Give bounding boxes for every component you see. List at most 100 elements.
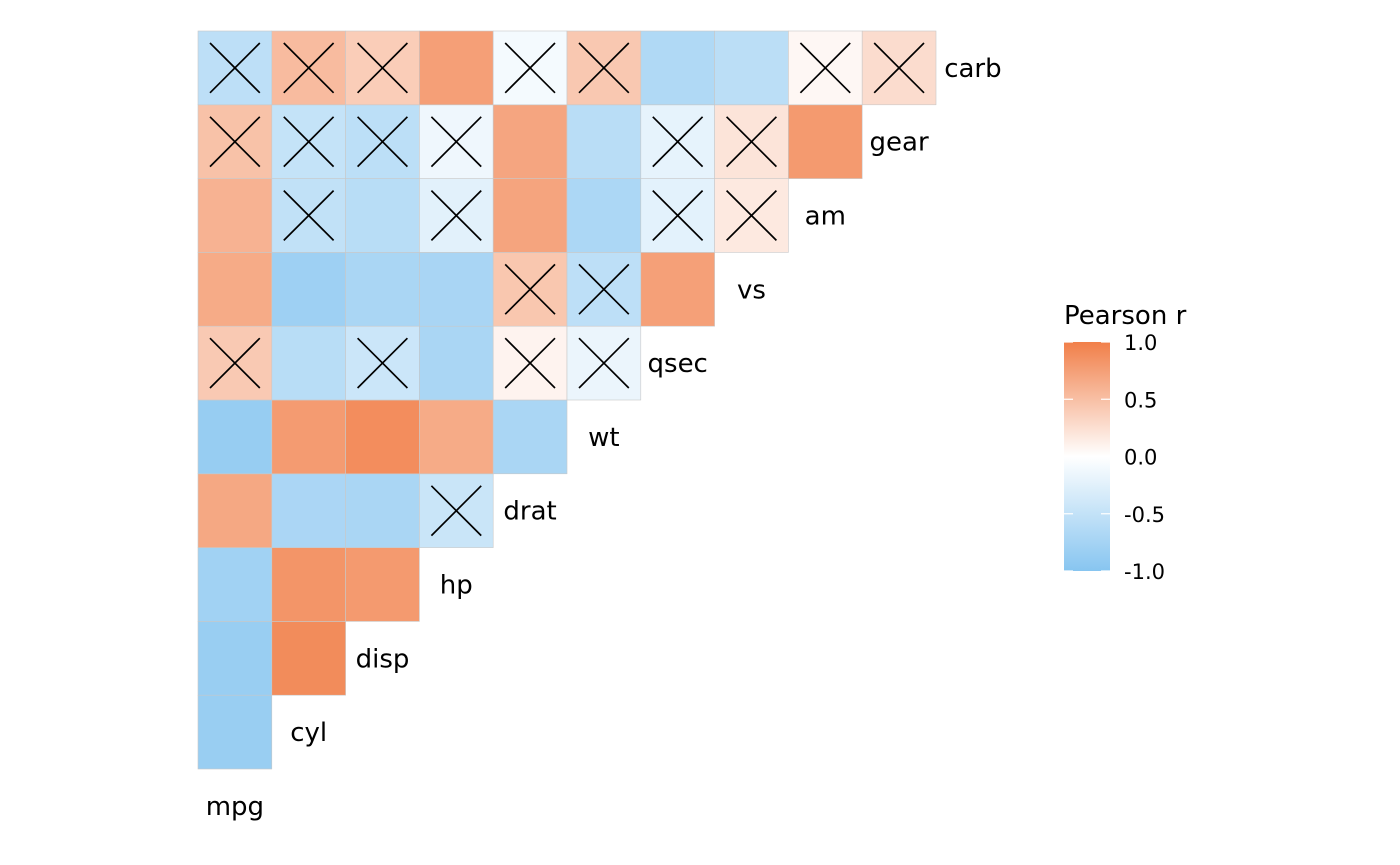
variable-label-qsec: qsec xyxy=(648,349,708,379)
heatmap-cell-wt-carb xyxy=(566,30,642,106)
nonsignificant-cross-line xyxy=(356,116,409,168)
heatmap-cell-rect xyxy=(419,325,494,401)
heatmap-cell-qsec-gear xyxy=(640,104,715,179)
heatmap-cell-qsec-vs xyxy=(640,252,715,327)
heatmap-cell-rect xyxy=(345,473,420,548)
heatmap-cell-rect xyxy=(714,30,789,106)
heatmap-cell-rect xyxy=(345,252,420,327)
heatmap-cell-rect xyxy=(566,178,642,253)
heatmap-cell-rect xyxy=(271,325,346,401)
heatmap-cell-rect xyxy=(271,399,346,475)
nonsignificant-cross-line xyxy=(578,42,630,94)
nonsignificant-cross-line xyxy=(504,337,556,389)
heatmap-cell-rect xyxy=(345,178,420,253)
heatmap-cell-drat-am xyxy=(492,178,568,253)
heatmap-cell-cyl-disp xyxy=(271,621,346,696)
heatmap-cell-hp-gear xyxy=(419,104,494,179)
nonsignificant-cross-line xyxy=(283,189,335,242)
heatmap-cell-wt-vs xyxy=(566,252,642,327)
heatmap-cell-hp-am xyxy=(419,178,494,253)
heatmap-cell-rect xyxy=(197,178,273,253)
variable-labels: mpg cyl disp hp drat wt qsec vs am gear carb xyxy=(206,54,1002,822)
heatmap-cell-disp-qsec xyxy=(345,325,420,401)
heatmap-cell-drat-qsec xyxy=(492,325,568,401)
nonsignificant-cross-line xyxy=(430,189,482,242)
heatmap-cell-drat-carb xyxy=(492,30,568,106)
heatmap-cells xyxy=(197,30,937,770)
heatmap-cell-rect xyxy=(197,621,273,696)
nonsignificant-cross-line xyxy=(578,337,630,389)
legend-tick-label: -1.0 xyxy=(1124,560,1165,584)
heatmap-cell-qsec-am xyxy=(640,178,715,253)
heatmap-cell-rect xyxy=(492,399,568,475)
heatmap-cell-mpg-gear xyxy=(197,104,273,179)
heatmap-cell-rect xyxy=(271,252,346,327)
heatmap-cell-disp-gear xyxy=(345,104,420,179)
nonsignificant-cross-line xyxy=(430,485,482,537)
nonsignificant-cross-line xyxy=(283,42,335,94)
heatmap-cell-cyl-hp xyxy=(271,547,346,622)
heatmap-cell-rect xyxy=(566,104,642,179)
heatmap-cell-wt-qsec xyxy=(566,325,642,401)
nonsignificant-cross-line xyxy=(578,263,630,315)
heatmap-cell-am-carb xyxy=(788,30,863,106)
heatmap-cell-rect xyxy=(419,399,494,475)
heatmap-cell-mpg-carb xyxy=(197,30,273,106)
heatmap-cell-vs-carb xyxy=(714,30,789,106)
heatmap-cell-hp-qsec xyxy=(419,325,494,401)
legend-title: Pearson r xyxy=(1064,301,1187,331)
nonsignificant-cross-line xyxy=(504,263,556,315)
nonsignificant-cross-line xyxy=(725,116,778,168)
variable-label-gear: gear xyxy=(870,128,929,158)
heatmap-cell-drat-gear xyxy=(492,104,568,179)
nonsignificant-cross-line xyxy=(652,116,704,168)
heatmap-cell-hp-carb xyxy=(419,30,494,106)
heatmap-cell-disp-vs xyxy=(345,252,420,327)
heatmap-cell-disp-am xyxy=(345,178,420,253)
legend: Pearson r 1.0 0.5 0.0 -0.5 -1.0 xyxy=(1064,301,1187,584)
heatmap-cell-cyl-qsec xyxy=(271,325,346,401)
nonsignificant-cross-line xyxy=(504,42,556,94)
nonsignificant-cross-line xyxy=(725,189,778,242)
heatmap-cell-disp-hp xyxy=(345,547,420,622)
heatmap-cell-rect xyxy=(197,252,273,327)
heatmap-cell-am-gear xyxy=(788,104,863,179)
heatmap-cell-cyl-vs xyxy=(271,252,346,327)
heatmap-cell-rect xyxy=(640,30,715,106)
heatmap-cell-rect xyxy=(197,399,273,475)
variable-label-mpg: mpg xyxy=(206,792,264,822)
variable-label-cyl: cyl xyxy=(290,718,327,748)
variable-label-wt: wt xyxy=(588,423,619,453)
variable-label-hp: hp xyxy=(440,571,473,601)
heatmap-cell-cyl-gear xyxy=(271,104,346,179)
heatmap-cell-mpg-hp xyxy=(197,547,273,622)
heatmap-cell-drat-wt xyxy=(492,399,568,475)
nonsignificant-cross-line xyxy=(356,337,409,389)
heatmap-cell-rect xyxy=(197,694,273,770)
heatmap-cell-rect xyxy=(419,30,494,106)
heatmap-cell-rect xyxy=(788,104,863,179)
legend-tick-label: 0.0 xyxy=(1124,446,1157,470)
nonsignificant-cross-line xyxy=(799,42,851,94)
nonsignificant-cross-line xyxy=(209,42,261,94)
heatmap-cell-vs-gear xyxy=(714,104,789,179)
heatmap-cell-qsec-carb xyxy=(640,30,715,106)
heatmap-cell-wt-am xyxy=(566,178,642,253)
heatmap-cell-rect xyxy=(492,178,568,253)
legend-tick-label: -0.5 xyxy=(1124,503,1165,527)
nonsignificant-cross-line xyxy=(356,42,409,94)
heatmap-cell-disp-wt xyxy=(345,399,420,475)
heatmap-cell-mpg-qsec xyxy=(197,325,273,401)
heatmap-cell-rect xyxy=(492,104,568,179)
heatmap-cell-cyl-carb xyxy=(271,30,346,106)
heatmap-cell-wt-gear xyxy=(566,104,642,179)
heatmap-cell-rect xyxy=(271,621,346,696)
heatmap-cell-hp-drat xyxy=(419,473,494,548)
heatmap-cell-rect xyxy=(640,252,715,327)
heatmap-cell-rect xyxy=(197,473,273,548)
heatmap-cell-disp-drat xyxy=(345,473,420,548)
variable-label-carb: carb xyxy=(944,54,1001,84)
heatmap-cell-cyl-wt xyxy=(271,399,346,475)
heatmap-cell-hp-wt xyxy=(419,399,494,475)
